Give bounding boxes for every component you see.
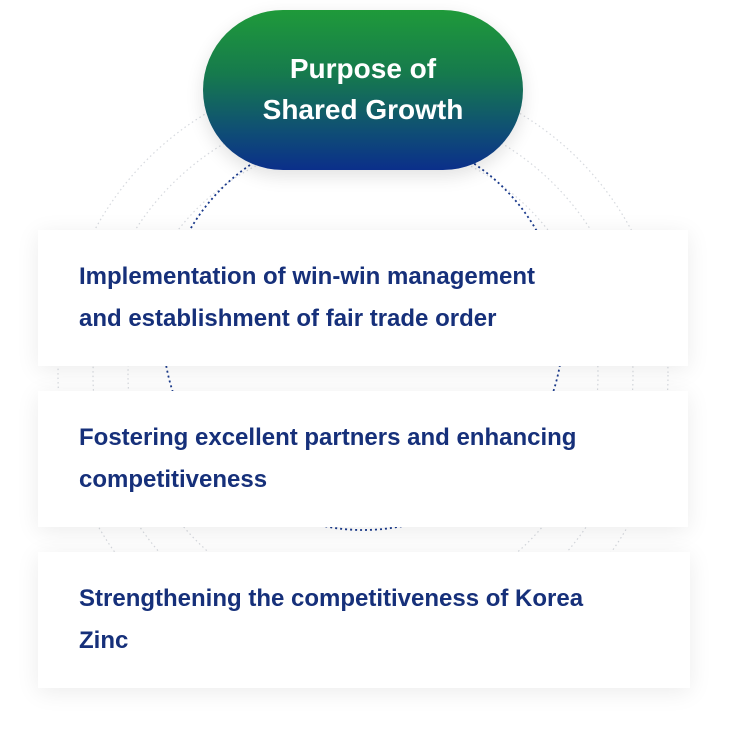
- purpose-item-text: Implementation of win-win management and…: [79, 256, 639, 340]
- purpose-item-line-2: competitiveness: [79, 466, 268, 493]
- purpose-title: Purpose of Shared Growth: [233, 48, 493, 130]
- purpose-item-line-1: Implementation of win-win management: [79, 263, 536, 290]
- purpose-item-card: Fostering excellent partners and enhanci…: [38, 391, 688, 527]
- purpose-title-pill: Purpose of Shared Growth: [203, 10, 523, 170]
- dotted-ring-inner-gray: [127, 139, 599, 611]
- purpose-item-line-1: Strengthening the competitiveness of Kor…: [79, 585, 584, 612]
- purpose-item-line-2: and establishment of fair trade order: [79, 305, 497, 332]
- purpose-item-text: Strengthening the competitiveness of Kor…: [79, 578, 659, 662]
- purpose-title-line-1: Purpose of: [289, 53, 437, 84]
- purpose-item-card: Strengthening the competitiveness of Kor…: [38, 552, 690, 688]
- purpose-item-line-1: Fostering excellent partners and enhanci…: [79, 424, 577, 451]
- purpose-title-line-2: Shared Growth: [262, 94, 464, 125]
- purpose-item-card: Implementation of win-win management and…: [38, 230, 688, 366]
- purpose-item-text: Fostering excellent partners and enhanci…: [79, 417, 659, 501]
- purpose-item-line-2: Zinc: [79, 627, 129, 654]
